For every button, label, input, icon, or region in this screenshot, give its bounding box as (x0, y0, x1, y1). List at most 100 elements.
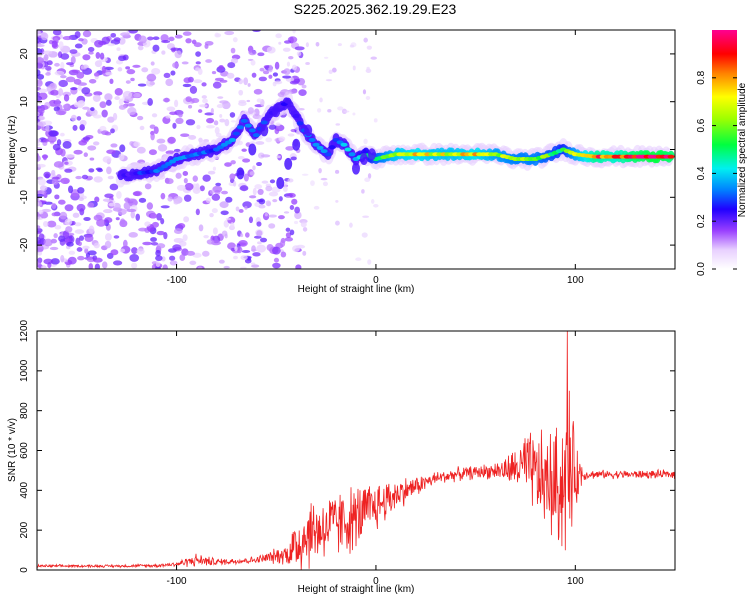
spectrogram-noise-blob (58, 235, 66, 242)
spectrogram-noise-blob (39, 185, 48, 192)
spectrogram-noise-blob (182, 31, 192, 36)
spectrogram-noise-blob (174, 99, 179, 108)
spectrogram-noise-blob (174, 34, 183, 39)
spectrogram-noise-blob (283, 211, 290, 214)
spectrogram-noise-blob (179, 254, 186, 262)
y-tick-label: 20 (19, 48, 30, 60)
spectrogram-noise-blob (260, 154, 271, 158)
spectrogram-noise-blob (37, 225, 41, 229)
spectrogram-noise-blob (193, 79, 203, 84)
x-tick-label: 0 (373, 275, 379, 286)
spectrogram-noise-blob (101, 65, 107, 74)
spectrogram-noise-blob (46, 85, 52, 93)
spectrogram-noise-blob (116, 190, 122, 199)
spectrogram-noise-blob (74, 31, 81, 39)
spectrogram-noise-blob (296, 51, 302, 57)
spectrogram-noise-blob (327, 108, 332, 113)
spectrogram-noise-blob (283, 68, 291, 75)
spectrogram-noise-blob (176, 184, 186, 191)
spectrogram-noise-blob (89, 157, 95, 161)
spectrogram-noise-blob (156, 243, 166, 249)
spectrogram-noise-blob (152, 44, 160, 52)
spectrogram-noise-blob (82, 54, 91, 61)
spectrogram-noise-blob (94, 196, 100, 203)
spectrogram-noise-blob (217, 96, 224, 99)
spectrogram-noise-blob (256, 98, 262, 103)
ridge-branch (359, 153, 368, 166)
spectrogram-noise-blob (66, 62, 74, 66)
ridge-core (292, 114, 300, 119)
spectrogram-noise-blob (103, 209, 110, 213)
y-tick-label: 0 (19, 146, 30, 152)
spectrogram-noise-blob (175, 117, 184, 124)
spectrogram-noise-blob (135, 213, 140, 221)
spectrogram-y-ticks: -20 -10 0 10 20 (19, 48, 675, 252)
spectrogram-noise-blob (325, 79, 333, 82)
spectrogram-noise-blob (123, 201, 131, 210)
spectrogram-noise-blob (212, 227, 218, 235)
spectrogram-noise-blob (70, 114, 77, 122)
spectrogram-noise-blob (42, 139, 49, 143)
spectrogram-noise-blob (373, 203, 379, 208)
spectrogram-noise-blob (206, 117, 215, 124)
spectrogram-noise-blob (43, 171, 51, 178)
spectrogram-noise-blob (265, 200, 271, 207)
spectrogram-noise-blob (112, 260, 123, 266)
spectrogram-noise-blob (224, 162, 232, 167)
spectrogram-noise-blob (137, 83, 147, 87)
spectrogram-noise-blob (184, 182, 194, 191)
spectrogram-noise-blob (126, 103, 135, 107)
ridge-branch (352, 162, 360, 175)
spectrogram-noise-blob (70, 87, 78, 91)
spectrogram-noise-blob (160, 34, 169, 42)
spectrogram-noise-blob (67, 256, 77, 265)
ridge-core (248, 128, 256, 133)
spectrogram-noise-blob (363, 138, 368, 145)
spectrogram-noise-blob (265, 137, 273, 143)
colorbar-tick-label: 0.0 (696, 262, 707, 276)
spectrogram-noise-blob (352, 112, 356, 116)
spectrogram-noise-blob (99, 101, 107, 109)
spectrogram-noise-blob (198, 224, 204, 232)
spectrogram-noise-blob (127, 107, 137, 116)
spectrogram-noise-blob (52, 30, 62, 36)
spectrogram-noise-blob (167, 136, 176, 144)
spectrogram-noise-blob (182, 171, 189, 176)
spectrogram-noise-blob (78, 197, 84, 202)
spectrogram-noise-blob (38, 209, 44, 215)
spectrogram-noise-blob (74, 229, 85, 234)
spectrogram-noise-blob (129, 141, 135, 146)
spectrogram-noise-blob (257, 52, 265, 57)
ridge-core (288, 106, 296, 111)
spectrogram-noise-blob (150, 213, 157, 219)
spectrogram-noise-blob (37, 230, 42, 235)
spectrogram-noise-blob (364, 177, 371, 183)
spectrogram-noise-blob (250, 262, 256, 265)
spectrogram-noise-blob (373, 118, 378, 123)
spectrogram-ridge (115, 91, 675, 189)
spectrogram-noise-blob (287, 178, 294, 183)
spectrogram-noise-blob (241, 148, 247, 152)
spectrogram-noise-blob (58, 199, 66, 205)
spectrogram-noise-blob (125, 80, 131, 84)
spectrogram-noise-blob (183, 177, 188, 184)
x-tick-label: -100 (167, 275, 187, 286)
spectrogram-noise-blob (305, 61, 310, 66)
spectrogram-noise-blob (173, 228, 183, 235)
spectrogram-noise-blob (220, 210, 229, 216)
spectrogram-noise-blob (221, 190, 228, 195)
spectrogram-noise-blob (51, 169, 56, 176)
spectrogram-noise-blob (92, 94, 101, 102)
spectrogram-noise-blob (294, 46, 305, 51)
spectrogram-noise-blob (195, 51, 202, 57)
spectrogram-noise-blob (219, 100, 229, 104)
spectrogram-noise-blob (93, 91, 103, 96)
spectrogram-noise-blob (37, 111, 40, 117)
spectrogram-noise-blob (169, 255, 176, 261)
spectrogram-noise-blob (88, 51, 94, 55)
spectrogram-noise-blob (82, 245, 90, 250)
spectrogram-noise-blob (78, 235, 85, 241)
spectrogram-noise-blob (62, 104, 69, 109)
spectrogram-noise-blob (212, 166, 217, 171)
spectrogram-noise-blob (94, 39, 104, 48)
